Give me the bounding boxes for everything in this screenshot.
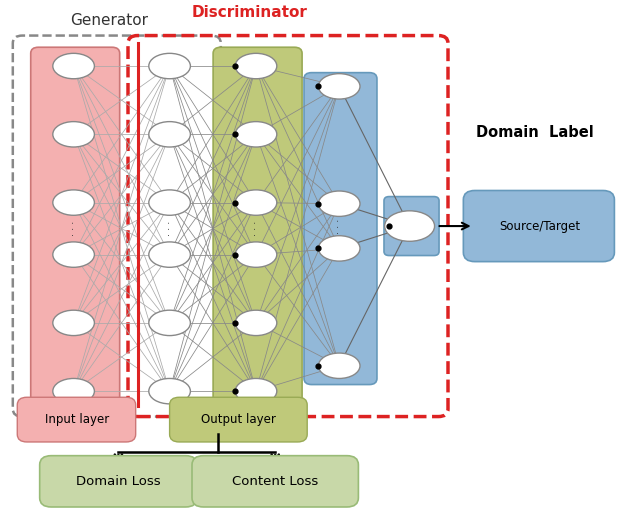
Text: Generator: Generator: [70, 13, 148, 28]
Ellipse shape: [236, 378, 277, 404]
Ellipse shape: [149, 378, 191, 404]
Ellipse shape: [319, 191, 360, 216]
Text: · · ·: · · ·: [334, 218, 344, 234]
Text: Discriminator: Discriminator: [191, 5, 308, 20]
Text: Domain Loss: Domain Loss: [76, 474, 161, 488]
FancyBboxPatch shape: [31, 47, 120, 405]
Text: Domain  Label: Domain Label: [476, 124, 593, 140]
Text: Input layer: Input layer: [45, 413, 109, 426]
Text: Source/Target: Source/Target: [499, 219, 580, 233]
Ellipse shape: [53, 121, 95, 147]
FancyBboxPatch shape: [463, 190, 614, 262]
Ellipse shape: [149, 310, 191, 336]
FancyBboxPatch shape: [304, 73, 377, 385]
FancyBboxPatch shape: [40, 456, 197, 507]
Ellipse shape: [319, 74, 360, 99]
Ellipse shape: [236, 53, 277, 79]
Text: Output layer: Output layer: [201, 413, 275, 426]
Ellipse shape: [53, 190, 95, 215]
Ellipse shape: [149, 242, 191, 267]
Ellipse shape: [149, 53, 191, 79]
Ellipse shape: [236, 242, 277, 267]
Ellipse shape: [319, 353, 360, 378]
Ellipse shape: [236, 121, 277, 147]
Text: · · ·: · · ·: [251, 221, 261, 236]
Text: · · ·: · · ·: [68, 221, 79, 236]
Ellipse shape: [319, 236, 360, 261]
Ellipse shape: [53, 242, 95, 267]
FancyBboxPatch shape: [213, 47, 302, 405]
Ellipse shape: [236, 310, 277, 336]
Ellipse shape: [385, 211, 435, 241]
Ellipse shape: [53, 53, 95, 79]
Text: Content Loss: Content Loss: [232, 474, 318, 488]
FancyBboxPatch shape: [192, 456, 358, 507]
FancyBboxPatch shape: [17, 397, 136, 442]
Text: · · ·: · · ·: [164, 221, 175, 236]
Ellipse shape: [53, 378, 95, 404]
Ellipse shape: [149, 121, 191, 147]
Ellipse shape: [149, 190, 191, 215]
FancyBboxPatch shape: [170, 397, 307, 442]
Ellipse shape: [236, 190, 277, 215]
FancyBboxPatch shape: [384, 197, 439, 256]
Ellipse shape: [53, 310, 95, 336]
